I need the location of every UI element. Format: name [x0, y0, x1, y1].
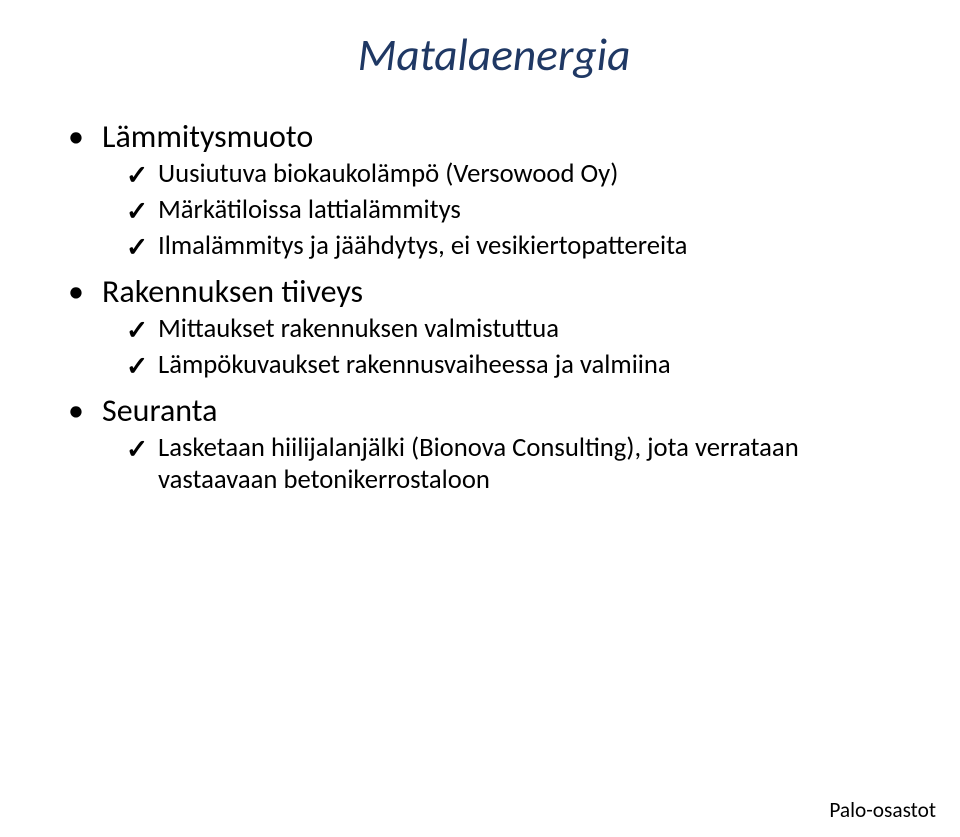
- sub-item-label: Lasketaan hiilijalanjälki (Bionova Consu…: [158, 432, 799, 496]
- sub-item-label: Mittaukset rakennuksen valmistuttua: [158, 313, 559, 345]
- sub-item-label: Lämpökuvaukset rakennusvaiheessa ja valm…: [158, 349, 671, 381]
- bullet-label: Seuranta: [102, 391, 217, 430]
- footer-text: Palo-osastot: [829, 797, 936, 823]
- bullet-item-lammitysmuoto: Lämmitysmuoto ✓ Uusiutuva biokaukolämpö …: [68, 117, 920, 262]
- sub-item-label: Märkätiloissa lattialämmitys: [158, 194, 461, 226]
- sub-item-label: Ilmalämmitys ja jäähdytys, ei vesikierto…: [158, 230, 687, 262]
- sub-item: ✓ Uusiutuva biokaukolämpö (Versowood Oy): [102, 158, 920, 190]
- sub-item: ✓ Ilmalämmitys ja jäähdytys, ei vesikier…: [102, 230, 920, 262]
- check-icon: ✓: [126, 315, 148, 347]
- bullet-label: Rakennuksen tiiveys: [102, 272, 363, 311]
- bullet-label: Lämmitysmuoto: [102, 117, 313, 156]
- sub-item: ✓ Märkätiloissa lattialämmitys: [102, 194, 920, 226]
- slide: Matalaenergia Lämmitysmuoto ✓ Uusiutuva …: [0, 0, 960, 837]
- sub-list: ✓ Uusiutuva biokaukolämpö (Versowood Oy)…: [102, 158, 920, 262]
- check-icon: ✓: [126, 232, 148, 264]
- check-icon: ✓: [126, 160, 148, 192]
- check-icon: ✓: [126, 351, 148, 383]
- sub-item: ✓ Lasketaan hiilijalanjälki (Bionova Con…: [102, 432, 920, 496]
- sub-list: ✓ Lasketaan hiilijalanjälki (Bionova Con…: [102, 432, 920, 496]
- bullet-list: Lämmitysmuoto ✓ Uusiutuva biokaukolämpö …: [68, 117, 920, 496]
- sub-list: ✓ Mittaukset rakennuksen valmistuttua ✓ …: [102, 313, 920, 381]
- sub-item-label: Uusiutuva biokaukolämpö (Versowood Oy): [158, 158, 618, 190]
- check-icon: ✓: [126, 434, 148, 466]
- bullet-item-seuranta: Seuranta ✓ Lasketaan hiilijalanjälki (Bi…: [68, 391, 920, 496]
- slide-title: Matalaenergia: [68, 28, 920, 83]
- sub-item: ✓ Mittaukset rakennuksen valmistuttua: [102, 313, 920, 345]
- check-icon: ✓: [126, 196, 148, 228]
- bullet-item-rakennuksen-tiiveys: Rakennuksen tiiveys ✓ Mittaukset rakennu…: [68, 272, 920, 381]
- sub-item: ✓ Lämpökuvaukset rakennusvaiheessa ja va…: [102, 349, 920, 381]
